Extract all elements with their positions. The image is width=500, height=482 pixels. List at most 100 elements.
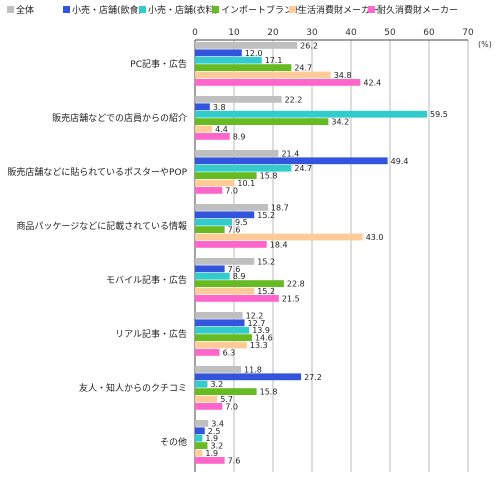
data-label: 3.8	[213, 103, 226, 112]
bar	[195, 226, 225, 233]
data-label: 12.7	[248, 319, 266, 328]
data-label: 3.2	[210, 380, 223, 389]
data-label: 15.8	[260, 388, 278, 397]
data-label: 21.5	[282, 294, 300, 303]
legend-label: 小売・店舗(飲食)	[72, 4, 142, 16]
category-label: 友人・知人からのクチコミ	[79, 382, 187, 394]
bar	[195, 295, 279, 302]
bar	[195, 287, 255, 295]
legend-swatch	[368, 6, 375, 13]
bar	[195, 157, 388, 165]
bar	[195, 241, 267, 248]
data-label: 2.5	[208, 427, 221, 436]
data-label: 1.9	[205, 449, 218, 458]
data-label: 1.9	[205, 434, 218, 443]
bar	[195, 211, 255, 219]
tick-label: 60	[423, 28, 435, 38]
bar	[195, 319, 245, 327]
bar	[195, 71, 331, 79]
bar	[195, 403, 223, 410]
data-label: 4.4	[215, 125, 228, 134]
bar	[195, 258, 255, 265]
bar	[195, 265, 225, 273]
bar	[195, 280, 284, 287]
bar	[195, 164, 292, 172]
bar	[195, 118, 329, 125]
legend-swatch	[7, 6, 14, 13]
tick-label: 20	[267, 28, 279, 38]
data-label: 11.8	[244, 365, 262, 374]
data-label: 12.0	[245, 49, 263, 58]
category-label: モバイル記事・広告	[106, 274, 187, 286]
legend: 全体 小売・店舗(飲食) 小売・店舗(衣料) インポートブランド生活消費財メーカー耐久…	[7, 4, 458, 16]
data-label: 43.0	[366, 233, 384, 242]
bar	[195, 449, 203, 457]
data-label: 22.8	[287, 280, 305, 289]
data-label: 7.0	[225, 402, 238, 411]
data-label: 3.2	[210, 442, 223, 451]
tick-label: 10	[228, 28, 240, 38]
data-label: 22.2	[285, 95, 303, 104]
bar	[195, 64, 292, 71]
bar	[195, 395, 218, 403]
data-label: 7.0	[225, 186, 238, 195]
bars	[195, 42, 428, 464]
data-label: 7.6	[228, 226, 241, 235]
bar	[195, 442, 208, 449]
bar	[195, 187, 223, 194]
data-label: 15.2	[257, 257, 275, 266]
legend-swatch	[139, 6, 146, 13]
bar	[195, 218, 233, 226]
bar	[195, 233, 363, 241]
tick-label: 30	[306, 28, 318, 38]
data-label: 13.3	[250, 341, 268, 350]
data-label: 5.7	[220, 395, 233, 404]
bar	[195, 334, 252, 341]
data-label: 42.4	[363, 78, 381, 87]
bar	[195, 457, 225, 464]
unit-label: (%)	[478, 40, 492, 49]
bar	[195, 42, 298, 49]
legend-swatch	[212, 6, 219, 13]
bar	[195, 79, 361, 86]
data-label: 6.3	[223, 348, 236, 357]
data-label: 24.7	[294, 164, 312, 173]
bar	[195, 110, 428, 118]
bar	[195, 366, 242, 373]
bar	[195, 103, 210, 111]
category-label: 販売店舗などでの店員からの紹介	[52, 112, 187, 124]
category-label: 販売店舗などに貼られているポスターやPOP	[7, 166, 187, 178]
bar	[195, 380, 208, 388]
data-label: 18.4	[270, 240, 288, 249]
bar	[195, 179, 235, 187]
data-label: 18.7	[271, 203, 289, 212]
tick-label: 50	[384, 28, 396, 38]
data-label: 15.8	[260, 172, 278, 181]
bar	[195, 326, 250, 334]
data-labels: 26.2 12.017.1 24.7 34.8 42.4 22.2 3.8 59.5 34.2 4…	[205, 41, 447, 465]
bar	[195, 373, 302, 381]
category-labels: PC記事・広告販売店舗などでの店員からの紹介販売店舗などに貼られているポスターや…	[7, 58, 187, 448]
data-label: 13.9	[252, 326, 270, 335]
category-label: リアル記事・広告	[115, 328, 187, 340]
bar	[195, 133, 230, 140]
data-label: 26.2	[300, 41, 318, 50]
legend-label: 全体	[16, 4, 34, 16]
legend-label: インポートブランド	[221, 4, 302, 16]
data-label: 7.6	[228, 265, 241, 274]
data-label: 15.2	[257, 287, 275, 296]
data-label: 7.6	[228, 456, 241, 465]
data-label: 8.9	[233, 272, 246, 281]
data-label: 12.2	[246, 311, 264, 320]
category-label: 商品パッケージなどに記載されている情報	[16, 220, 187, 232]
bar	[195, 172, 257, 179]
data-label: 21.4	[281, 149, 299, 158]
legend-swatch	[289, 6, 296, 13]
legend-swatch	[63, 6, 70, 13]
tick-label: 40	[345, 28, 357, 38]
bar	[195, 312, 243, 319]
legend-label: 耐久消費財メーカー	[377, 4, 458, 16]
data-label: 34.2	[331, 118, 349, 127]
data-label: 8.9	[233, 132, 246, 141]
